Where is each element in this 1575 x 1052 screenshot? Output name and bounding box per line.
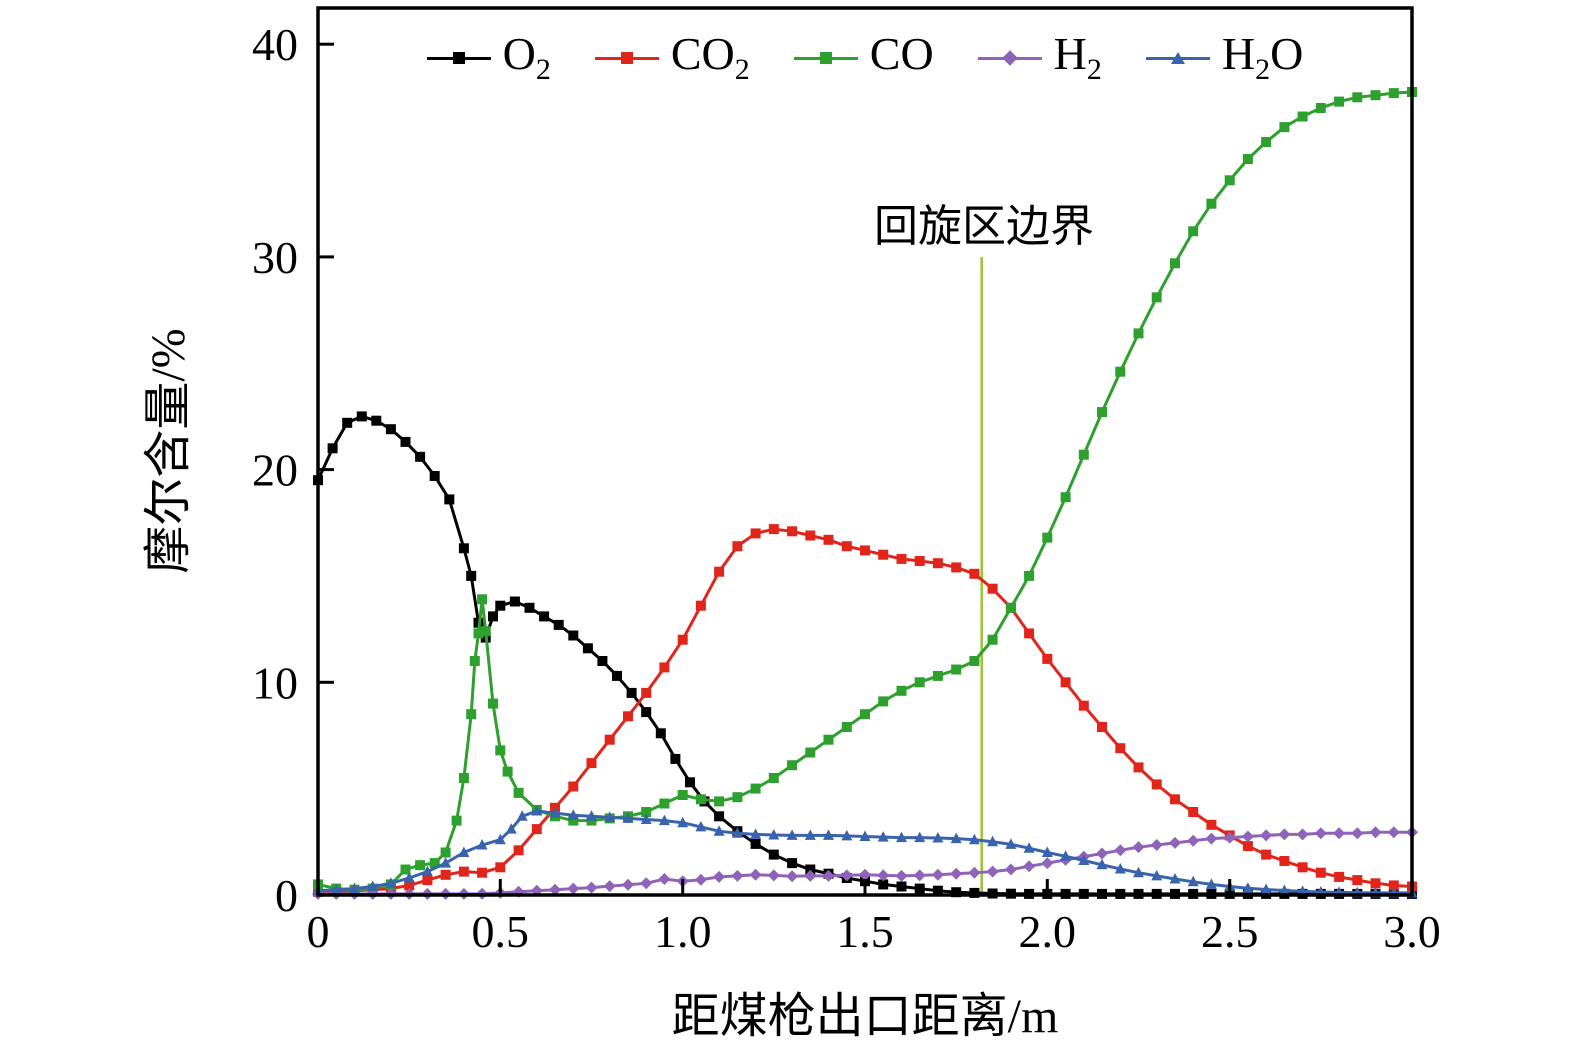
series-line-CO bbox=[317, 90, 1413, 892]
y-tick-label: 10 bbox=[252, 657, 298, 708]
axes-frame: 0 0.5 1.0 1.5 2.0 2.5 3.0 0 10 20 30 40 bbox=[252, 6, 1441, 957]
recirculation-zone-boundary-label: 回旋区边界 bbox=[874, 202, 1094, 251]
series-line-O2 bbox=[316, 414, 1412, 896]
series-CO bbox=[313, 87, 1417, 895]
series-CO2 bbox=[313, 524, 1417, 897]
y-tick-label: 20 bbox=[252, 445, 298, 496]
series-markers-CO2 bbox=[313, 524, 1417, 897]
x-tick-label: 1.0 bbox=[654, 906, 712, 957]
x-tick-label: 2.5 bbox=[1201, 906, 1259, 957]
series-H2O bbox=[312, 805, 1418, 898]
x-tick-label: 0.5 bbox=[472, 906, 530, 957]
y-tick-label: 40 bbox=[252, 19, 298, 70]
x-tick-label: 1.5 bbox=[836, 906, 894, 957]
y-axis-title: 摩尔含量/% bbox=[142, 328, 195, 574]
series-markers-CO bbox=[313, 87, 1417, 895]
series-markers-O2 bbox=[313, 411, 1417, 899]
x-tick-label: 3.0 bbox=[1383, 906, 1441, 957]
x-tick-label: 0 bbox=[307, 906, 330, 957]
y-tick-label: 30 bbox=[252, 232, 298, 283]
plot-border bbox=[316, 6, 1414, 897]
x-tick-label: 2.0 bbox=[1019, 906, 1077, 957]
series-O2 bbox=[313, 411, 1417, 899]
y-tick-label: 0 bbox=[275, 870, 298, 921]
x-axis-title: 距煤枪出口距离/m bbox=[671, 990, 1059, 1043]
